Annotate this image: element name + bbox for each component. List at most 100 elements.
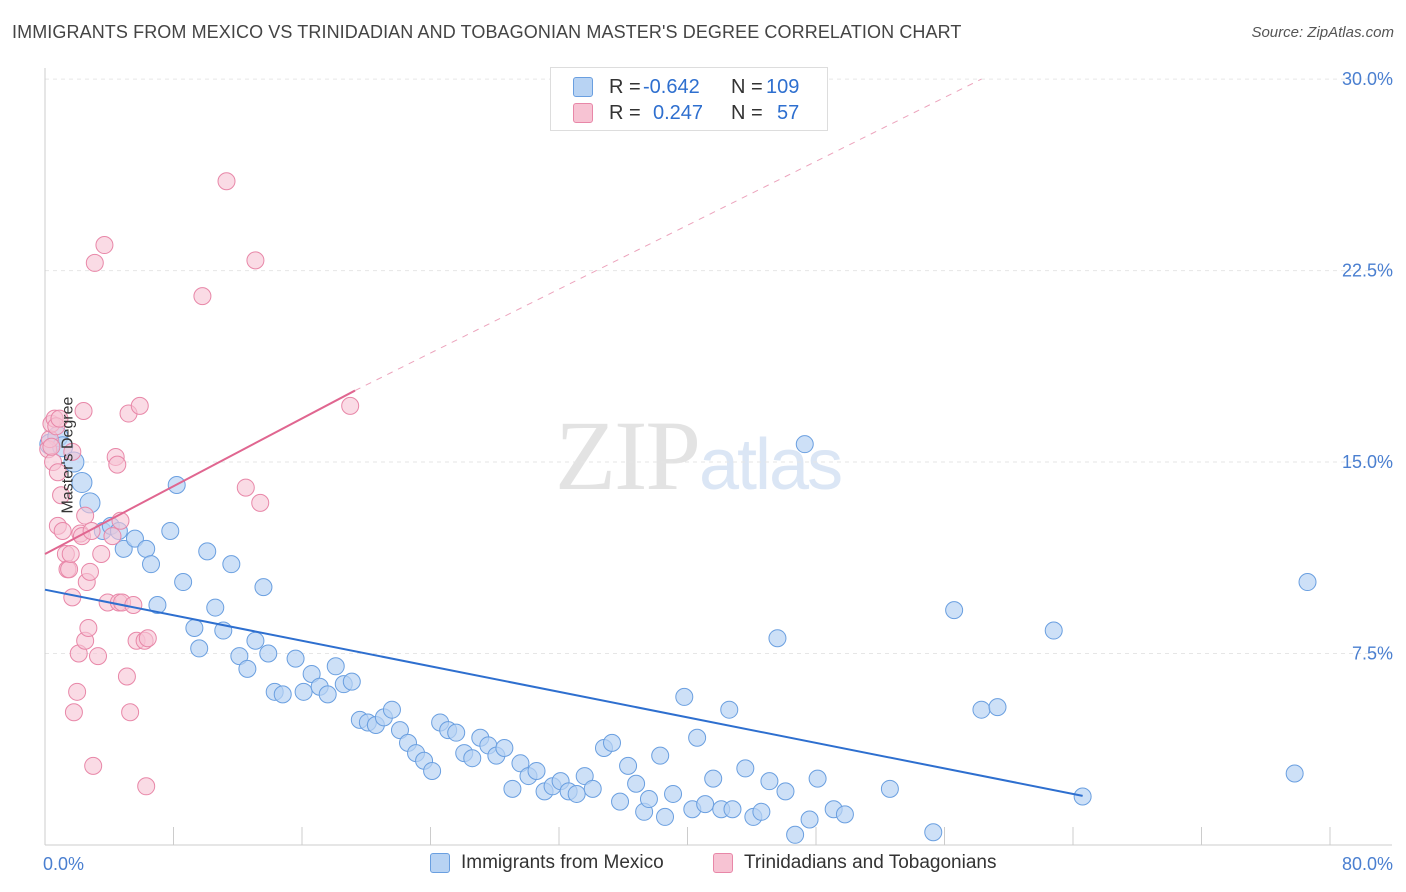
stats-r-label: R = <box>609 101 641 124</box>
watermark: ZIPatlas <box>555 398 843 513</box>
stats-swatch-mexico <box>573 77 593 97</box>
point-mexico <box>924 823 943 842</box>
point-mexico <box>273 685 292 704</box>
point-trinidad <box>85 253 104 272</box>
legend: Immigrants from Mexico Trinidadians and … <box>0 852 1406 878</box>
point-mexico <box>198 542 217 561</box>
point-mexico <box>286 649 305 668</box>
stats-n-label: N = <box>731 101 763 124</box>
point-trinidad <box>63 588 82 607</box>
point-trinidad <box>79 618 98 637</box>
series-immigrants-from-mexico <box>39 426 1317 844</box>
point-mexico <box>656 807 675 826</box>
point-trinidad <box>60 560 79 579</box>
point-trinidad <box>68 682 87 701</box>
point-mexico <box>294 682 313 701</box>
stats-swatch-trinidad <box>573 103 593 123</box>
point-mexico <box>651 746 670 765</box>
legend-item-mexico[interactable]: Immigrants from Mexico <box>430 852 664 874</box>
stats-n-value-trinidad: 57 <box>777 101 800 124</box>
point-mexico <box>800 810 819 829</box>
point-mexico <box>423 761 442 780</box>
trend-line-trinidad-extension <box>354 78 982 392</box>
point-mexico <box>161 521 180 540</box>
stats-n-label: N = <box>731 75 763 98</box>
correlation-stats-box: R = -0.642 N = 109 R = 0.247 N = 57 <box>550 67 828 131</box>
point-mexico <box>988 698 1007 717</box>
point-mexico <box>230 647 249 666</box>
point-trinidad <box>53 521 72 540</box>
point-mexico <box>880 779 899 798</box>
point-mexico <box>382 700 401 719</box>
point-mexico <box>835 805 854 824</box>
grid <box>45 78 1392 655</box>
axes <box>44 68 1392 846</box>
point-trinidad <box>137 777 156 796</box>
point-mexico <box>222 555 241 574</box>
point-mexico <box>736 759 755 778</box>
trend-line-mexico <box>44 588 1083 797</box>
point-mexico <box>326 657 345 676</box>
y-tick-label: 22.5% <box>1342 261 1393 281</box>
y-axis-label: Master's Degree <box>59 396 77 514</box>
point-mexico <box>768 629 787 648</box>
trend-line-trinidad <box>44 389 356 555</box>
point-trinidad <box>76 506 95 525</box>
point-mexico <box>752 802 771 821</box>
y-tick-label: 15.0% <box>1342 452 1393 472</box>
chart-title: IMMIGRANTS FROM MEXICO VS TRINIDADIAN AN… <box>12 22 962 42</box>
series-trinidadians-and-tobagonians <box>39 172 360 796</box>
point-mexico <box>583 779 602 798</box>
point-mexico <box>575 767 594 786</box>
point-trinidad <box>246 251 265 270</box>
point-mexico <box>639 790 658 809</box>
point-trinidad <box>138 629 157 648</box>
point-mexico <box>704 769 723 788</box>
point-mexico <box>259 644 278 663</box>
point-mexico <box>1285 764 1304 783</box>
point-mexico <box>786 825 805 844</box>
point-trinidad <box>103 527 122 546</box>
point-trinidad <box>84 756 103 775</box>
point-mexico <box>1044 621 1063 640</box>
point-mexico <box>463 749 482 768</box>
point-mexico <box>675 687 694 706</box>
point-mexico <box>114 539 133 558</box>
trend-lines <box>44 78 1083 797</box>
point-mexico <box>302 664 321 683</box>
point-trinidad <box>92 544 111 563</box>
stats-r-value-trinidad: 0.247 <box>653 101 704 124</box>
point-mexico <box>723 800 742 819</box>
point-trinidad <box>130 396 149 415</box>
point-mexico <box>619 756 638 775</box>
point-mexico <box>603 733 622 752</box>
legend-item-trinidad[interactable]: Trinidadians and Tobagonians <box>713 852 996 874</box>
point-mexico <box>71 471 93 493</box>
point-mexico <box>174 573 193 592</box>
point-mexico <box>567 784 586 803</box>
point-trinidad <box>82 521 101 540</box>
point-trinidad <box>89 647 108 666</box>
point-mexico <box>254 578 273 597</box>
point-trinidad <box>63 442 82 461</box>
point-trinidad <box>48 463 67 482</box>
legend-label-mexico: Immigrants from Mexico <box>461 852 664 873</box>
point-mexico <box>1073 787 1092 806</box>
point-mexico <box>972 700 991 719</box>
legend-swatch-mexico <box>430 853 450 873</box>
point-mexico <box>945 601 964 620</box>
point-trinidad <box>121 703 140 722</box>
stats-r-value-mexico: -0.642 <box>643 75 700 98</box>
point-mexico <box>390 721 409 740</box>
x-tick-label: 0.0% <box>43 854 84 874</box>
point-trinidad <box>236 478 255 497</box>
stats-r-label: R = <box>609 75 641 98</box>
point-trinidad <box>95 236 114 255</box>
point-mexico <box>611 792 630 811</box>
point-mexico <box>511 754 530 773</box>
y-tick-label: 7.5% <box>1352 644 1393 664</box>
point-mexico <box>125 529 144 548</box>
point-trinidad <box>193 287 212 306</box>
point-trinidad <box>74 401 93 420</box>
point-mexico <box>185 618 204 637</box>
